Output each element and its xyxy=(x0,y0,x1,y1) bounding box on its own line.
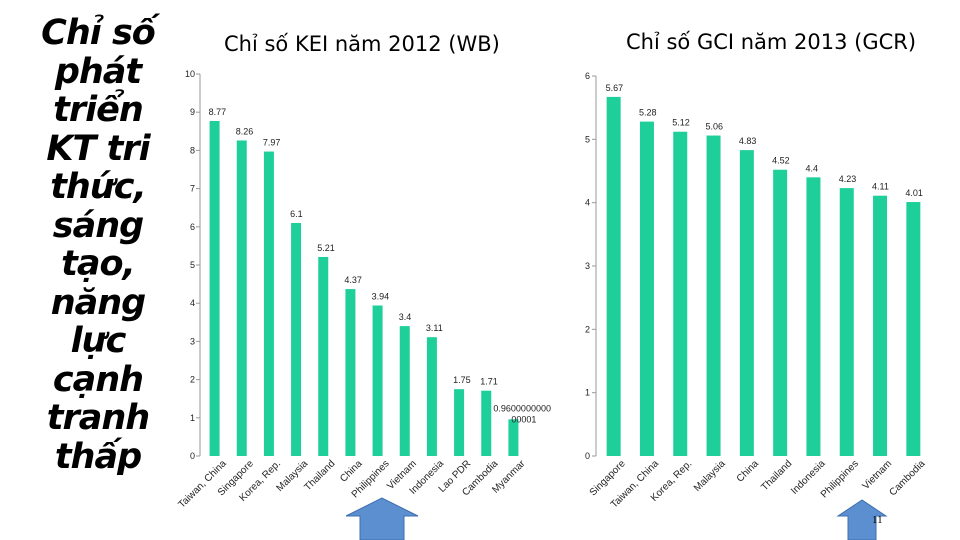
bar xyxy=(773,169,788,456)
slide-title-line: tranh xyxy=(46,398,150,438)
x-category-label: Vietnam xyxy=(861,458,895,492)
x-category-label: China xyxy=(735,458,762,485)
slide-title-line: lực xyxy=(70,321,127,361)
y-tick-label: 4 xyxy=(585,198,590,208)
x-category-label: Malaysia xyxy=(692,458,728,494)
slide-title-line: cạnh xyxy=(52,359,144,400)
bar-value-label: 5.12 xyxy=(672,118,690,128)
bar xyxy=(873,195,888,456)
y-tick-label: 9 xyxy=(190,107,195,117)
bar-value-label: 8.77 xyxy=(209,107,227,117)
bar-value-label: 6.1 xyxy=(290,209,303,219)
bar xyxy=(839,188,854,456)
bar xyxy=(739,150,754,456)
bar xyxy=(372,305,383,456)
y-tick-label: 0 xyxy=(190,451,195,461)
bar xyxy=(263,151,274,456)
bar-value-label: 4.52 xyxy=(772,156,790,166)
bar-value-label: 3.11 xyxy=(426,323,443,333)
y-tick-label: 7 xyxy=(190,184,195,194)
bar xyxy=(639,121,654,456)
bar xyxy=(481,390,492,456)
y-tick-label: 1 xyxy=(190,413,195,423)
bar-value-label: 5.21 xyxy=(317,243,335,253)
bar-value-label: 4.23 xyxy=(839,174,857,184)
bar-value-label: 4.4 xyxy=(805,163,818,173)
bar-value-label: 3.4 xyxy=(399,312,412,322)
kei-chart-title: Chỉ số KEI năm 2012 (WB) xyxy=(224,32,500,56)
slide-title-line: KT tri xyxy=(46,128,150,169)
y-tick-label: 5 xyxy=(585,134,590,144)
y-tick-label: 5 xyxy=(190,260,195,270)
slide-title-line: triển xyxy=(53,90,144,130)
y-tick-label: 10 xyxy=(185,69,195,79)
y-tick-label: 3 xyxy=(190,336,195,346)
kei-vietnam-up-arrow-icon xyxy=(345,497,419,540)
page-number: 11 xyxy=(872,514,883,526)
slide-title-line: thức, xyxy=(50,167,147,207)
bar-value-label: 1.71 xyxy=(480,377,498,387)
bar-value-label: 1.75 xyxy=(453,375,471,385)
slide-title-line: Chỉ số xyxy=(41,13,156,53)
bar xyxy=(291,222,302,456)
bar xyxy=(236,140,247,456)
bar xyxy=(508,419,519,456)
bar-value-label: 0.9600000000 00001 xyxy=(493,403,551,424)
bar-value-label: 8.26 xyxy=(236,126,254,136)
slide-title-line: sáng xyxy=(52,205,144,246)
y-tick-label: 2 xyxy=(585,324,590,334)
gci-vietnam-up-arrow-icon xyxy=(836,499,888,540)
bar xyxy=(345,289,356,456)
bar xyxy=(806,177,821,457)
bar-value-label: 5.06 xyxy=(706,122,724,132)
slide-title-line: tạo, xyxy=(61,244,136,284)
y-tick-label: 3 xyxy=(585,261,590,271)
x-category-label: Thailand xyxy=(302,458,337,493)
bar xyxy=(606,96,621,457)
bar-value-label: 4.11 xyxy=(872,182,889,192)
x-category-label: Cambodia xyxy=(887,458,927,498)
bar xyxy=(318,256,329,456)
bar-value-label: 5.28 xyxy=(639,108,657,118)
bar xyxy=(454,389,465,456)
y-tick-label: 6 xyxy=(190,222,195,232)
slide-title-line: phát xyxy=(54,51,142,92)
bar xyxy=(399,326,410,456)
y-tick-label: 8 xyxy=(190,145,195,155)
y-tick-label: 2 xyxy=(190,375,195,385)
y-tick-label: 1 xyxy=(585,388,590,398)
y-tick-label: 6 xyxy=(585,71,590,81)
bar-value-label: 3.94 xyxy=(372,291,390,301)
y-tick-label: 4 xyxy=(190,298,195,308)
slide-title: Chỉ số phát triển KT tri thức, sáng tạo,… xyxy=(22,14,174,476)
bar-value-label: 4.01 xyxy=(905,188,923,198)
bar-value-label: 5.67 xyxy=(606,83,624,93)
bar-value-label: 4.83 xyxy=(739,136,757,146)
slide-title-line: năng xyxy=(50,282,147,323)
bar-value-label: 4.37 xyxy=(344,275,362,285)
bar xyxy=(673,131,688,456)
bar xyxy=(706,135,721,457)
bar xyxy=(906,202,921,456)
bar xyxy=(209,120,220,457)
bar xyxy=(426,337,437,456)
bar-value-label: 7.97 xyxy=(263,138,281,148)
y-tick-label: 0 xyxy=(585,451,590,461)
gci-chart-title: Chỉ số GCI năm 2013 (GCR) xyxy=(626,30,917,54)
slide-title-line: thấp xyxy=(54,436,142,477)
